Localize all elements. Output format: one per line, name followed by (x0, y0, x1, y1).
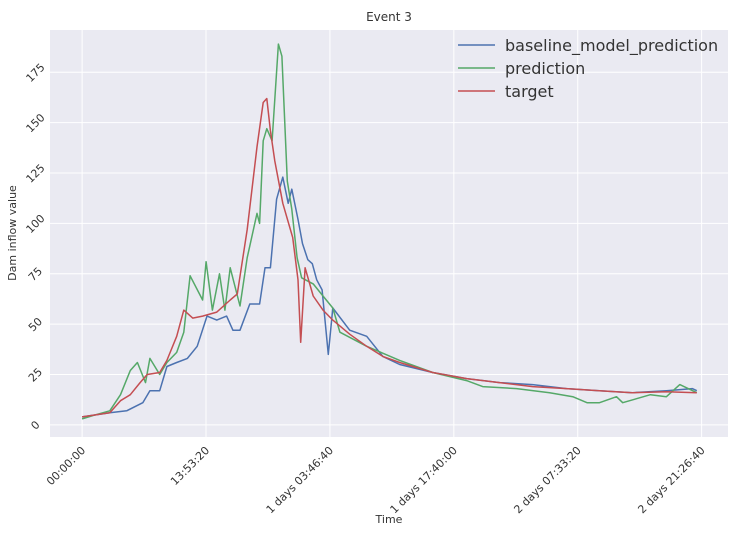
x-tick-label: 13:53:20 (168, 444, 212, 488)
y-tick-label: 25 (26, 366, 45, 385)
x-tick-label: 00:00:00 (44, 444, 88, 488)
y-tick-label: 100 (24, 212, 48, 236)
y-tick-label: 75 (26, 265, 45, 284)
legend-label: baseline_model_prediction (505, 36, 718, 56)
x-tick-labels: 00:00:00 13:53:20 1 days 03:46:40 1 days 17… (44, 444, 708, 516)
y-tick-label: 150 (24, 111, 48, 135)
x-axis-label: Time (375, 513, 403, 526)
x-tick-label: 2 days 07:33:20 (511, 444, 583, 516)
x-tick-label: 1 days 17:40:00 (388, 444, 460, 516)
legend-label: target (505, 82, 554, 101)
series-line-target (81, 97, 697, 418)
y-tick-label: 175 (24, 61, 48, 85)
series-lines (81, 43, 698, 420)
y-tick-labels: 0 25 50 75 100 125 150 175 (24, 61, 48, 433)
legend: baseline_model_prediction prediction targe… (458, 36, 718, 101)
chart-title: Event 3 (366, 10, 412, 24)
series-line-prediction (81, 43, 698, 420)
x-tick-label: 1 days 03:46:40 (264, 444, 336, 516)
x-tick-label: 2 days 21:26:40 (635, 444, 707, 516)
y-tick-label: 125 (24, 162, 48, 186)
legend-label: prediction (505, 59, 585, 78)
y-axis-label: Dam inflow value (6, 185, 19, 281)
y-tick-label: 0 (28, 418, 42, 432)
plot-background (50, 30, 728, 437)
grid (50, 30, 728, 437)
y-tick-label: 50 (26, 315, 45, 334)
